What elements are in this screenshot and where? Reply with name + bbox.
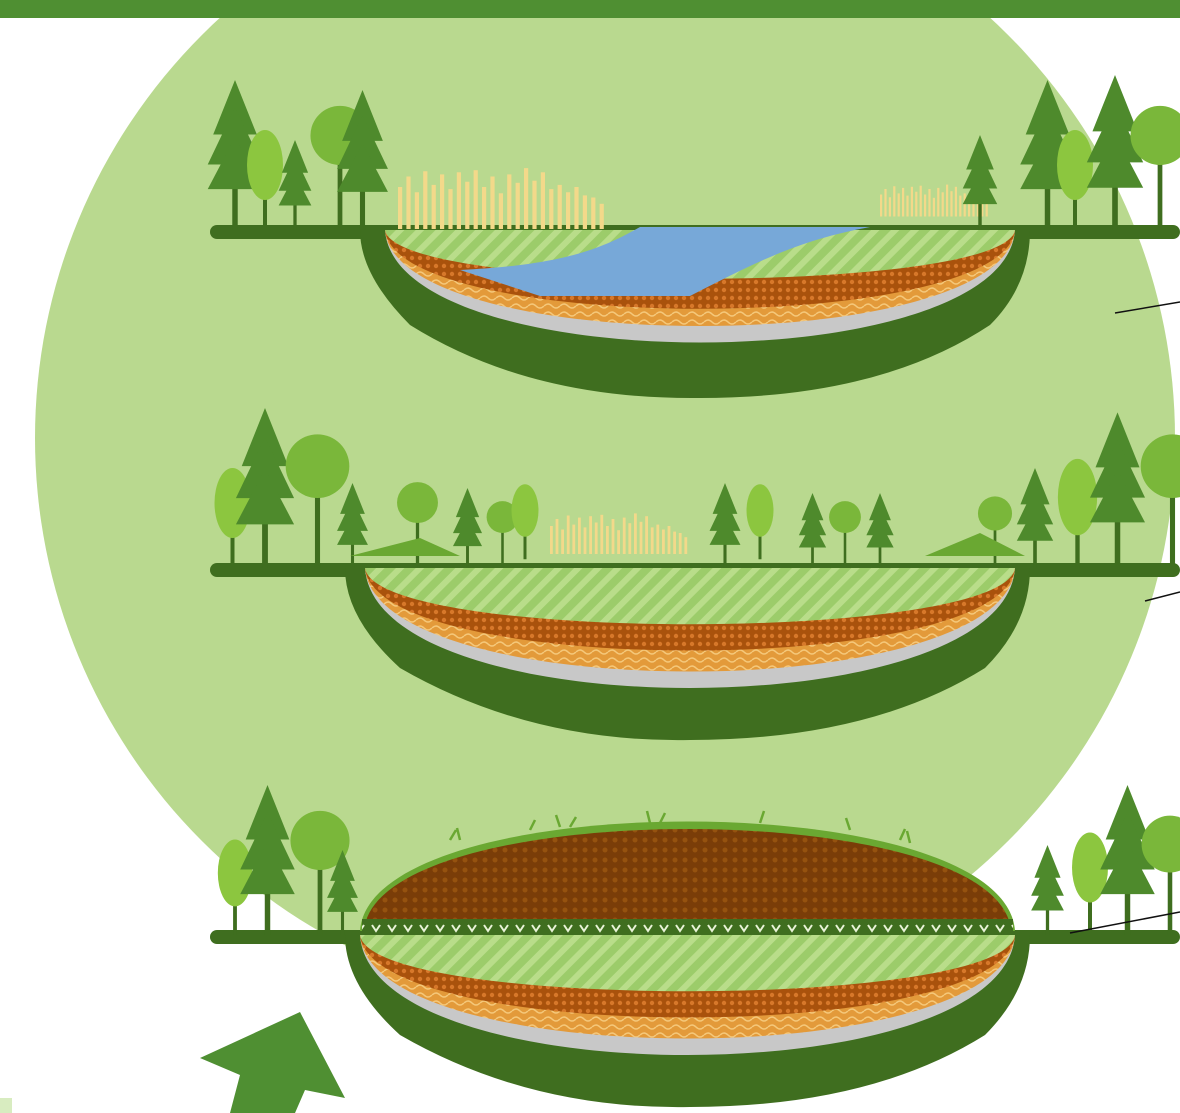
shrub: [350, 538, 460, 556]
arrow: [200, 1012, 345, 1113]
moss-band: [362, 919, 1013, 935]
leader-line: [1114, 301, 1180, 314]
fen-basin: [210, 408, 1180, 741]
raised-peat: [364, 829, 1011, 931]
leader-lines: [1069, 301, 1180, 934]
vegetation-layer: [365, 568, 1015, 625]
water: [460, 227, 870, 296]
leader-line: [1069, 911, 1180, 934]
bog-grass: [448, 810, 912, 844]
top-bar: [0, 0, 1180, 18]
vegetation-layer: [360, 935, 1015, 992]
leader-line: [1144, 591, 1180, 602]
shrub: [925, 533, 1025, 556]
lake-basin: [207, 75, 1180, 399]
corner-block: [0, 1098, 12, 1113]
bog-basin: [210, 785, 1180, 1108]
